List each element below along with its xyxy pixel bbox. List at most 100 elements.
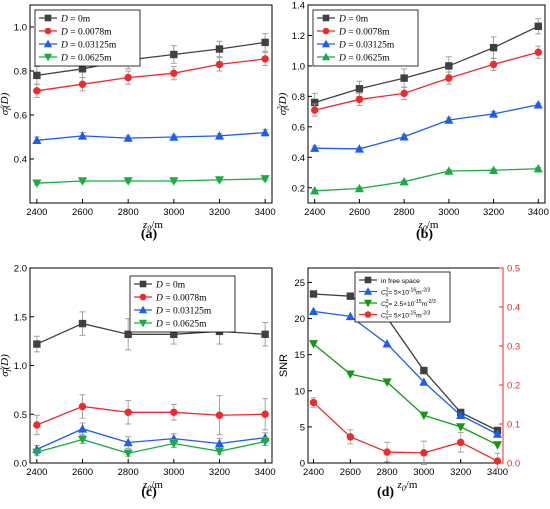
x-tick-label: 3000 [413,467,434,478]
series-line [314,25,539,104]
data-point [214,176,225,185]
series-4 [32,435,270,459]
data-point [534,48,542,56]
legend-item-4: D = 0.0625m [317,52,390,64]
x-tick-label: 2600 [349,207,370,218]
data-point [492,441,503,450]
data-point [214,131,225,140]
data-point [489,60,498,69]
data-point [456,423,466,432]
y2-tick-label: 0.2 [507,381,520,392]
y-tick-label: 0.8 [14,67,27,78]
data-point [445,74,453,82]
data-point [261,55,269,63]
data-point [33,71,41,80]
data-point [345,311,355,321]
data-point [310,143,320,152]
legend-item-1: in free space [359,276,420,285]
legend-item-3: C2 n= 2.5×10-15m-2/3 [359,299,436,310]
data-point [214,438,225,448]
series-line [313,343,498,446]
data-point [260,127,270,137]
panel-label: (b) [416,227,433,242]
chart-panel-4: 2400 2600 2800 3000 3200 3400 0 5 10 15 20 25 0.0 0.1… [278,264,520,501]
data-point [214,447,225,457]
data-point [489,109,499,118]
x-tick-label: 2800 [118,467,139,478]
chart-panel-2: 2400 2600 2800 3000 3200 3400 0.2 0.4 0.6 0.8 1.0 1… [276,1,549,243]
data-point [489,43,498,52]
data-point [533,100,543,109]
legend-label: D = 0.0078m [155,294,207,304]
x-tick-label: 2800 [118,207,139,218]
legend-label: D = 0.03125m [338,41,395,51]
legend-item-4: D = 0.0625m [39,54,112,64]
data-point [77,131,88,140]
x-tick-label: 2600 [72,207,93,218]
x-tick-label: 3400 [487,467,508,478]
panel-label: (a) [141,227,158,242]
y-axis-label: SNR [278,354,290,377]
x-tick-label: 3400 [528,207,549,218]
y-tick-label: 1.4 [292,1,305,12]
legend-item-2: D = 0.0078m [39,28,112,38]
series-2 [308,306,503,438]
data-point [311,106,319,114]
legend-swatch-marker [321,39,331,48]
series-2 [33,51,269,98]
data-point [382,378,392,387]
series-2 [311,45,542,117]
data-point [346,433,355,441]
series-line [314,51,539,111]
y-tick-label: 10 [294,386,305,397]
plot-frame [307,4,546,204]
y-tick-label: 0 [300,459,305,470]
data-point [308,306,319,316]
x-tick-label: 3400 [255,467,276,478]
series-line [36,178,266,184]
y-tick-label: 15 [294,350,305,361]
legend-swatch-marker [44,14,52,22]
legend: in free space C2 n= 5×10-16m-2/3C2 n= 2.5×1… [354,271,451,323]
legend-item-2: D = 0.0078m [134,294,207,304]
data-point [419,377,429,386]
legend-label: D = 0m [155,281,186,291]
legend-label: D = 0.0078m [60,28,112,38]
x-tick-label: 2600 [340,467,361,478]
data-point [355,95,364,104]
data-point [310,186,320,195]
data-point [215,60,224,69]
data-point [419,411,429,421]
data-point [33,421,41,429]
series-2 [33,394,269,436]
data-point [309,398,318,407]
x-tick-label: 2400 [303,467,324,478]
legend-label: D = 0.0625m [155,320,207,330]
x-tick-label: 2800 [394,207,415,218]
data-point [400,74,408,82]
legend-label: D = 0.0625m [60,54,112,64]
data-point [170,50,178,59]
x-axis-label: z0/m [418,219,439,233]
data-point [354,183,364,193]
y-tick-label: 0.5 [14,410,27,421]
series-line [36,41,266,77]
x-tick-label: 3200 [450,467,471,478]
series-line [36,131,266,141]
data-point [123,133,133,142]
y-tick-label: 1.0 [292,61,305,72]
chart-panel-1: 2400 2600 2800 3000 3200 3400 0.4 0.6 0.8 1.0 z0/m… [0,4,276,242]
data-point [444,166,454,175]
y-tick-label: 20 [294,314,305,325]
plot-frame [29,4,273,204]
x-axis-label: z0/m [142,479,163,493]
x-tick-label: 2400 [26,467,47,478]
legend-swatch-marker [44,27,52,35]
x-tick-label: 3200 [209,467,230,478]
data-point [534,22,542,31]
data-point [346,292,355,300]
data-point [169,177,179,186]
y2-tick-label: 0.3 [507,342,520,353]
legend-label: D = 0m [60,15,91,25]
data-point [533,163,543,173]
